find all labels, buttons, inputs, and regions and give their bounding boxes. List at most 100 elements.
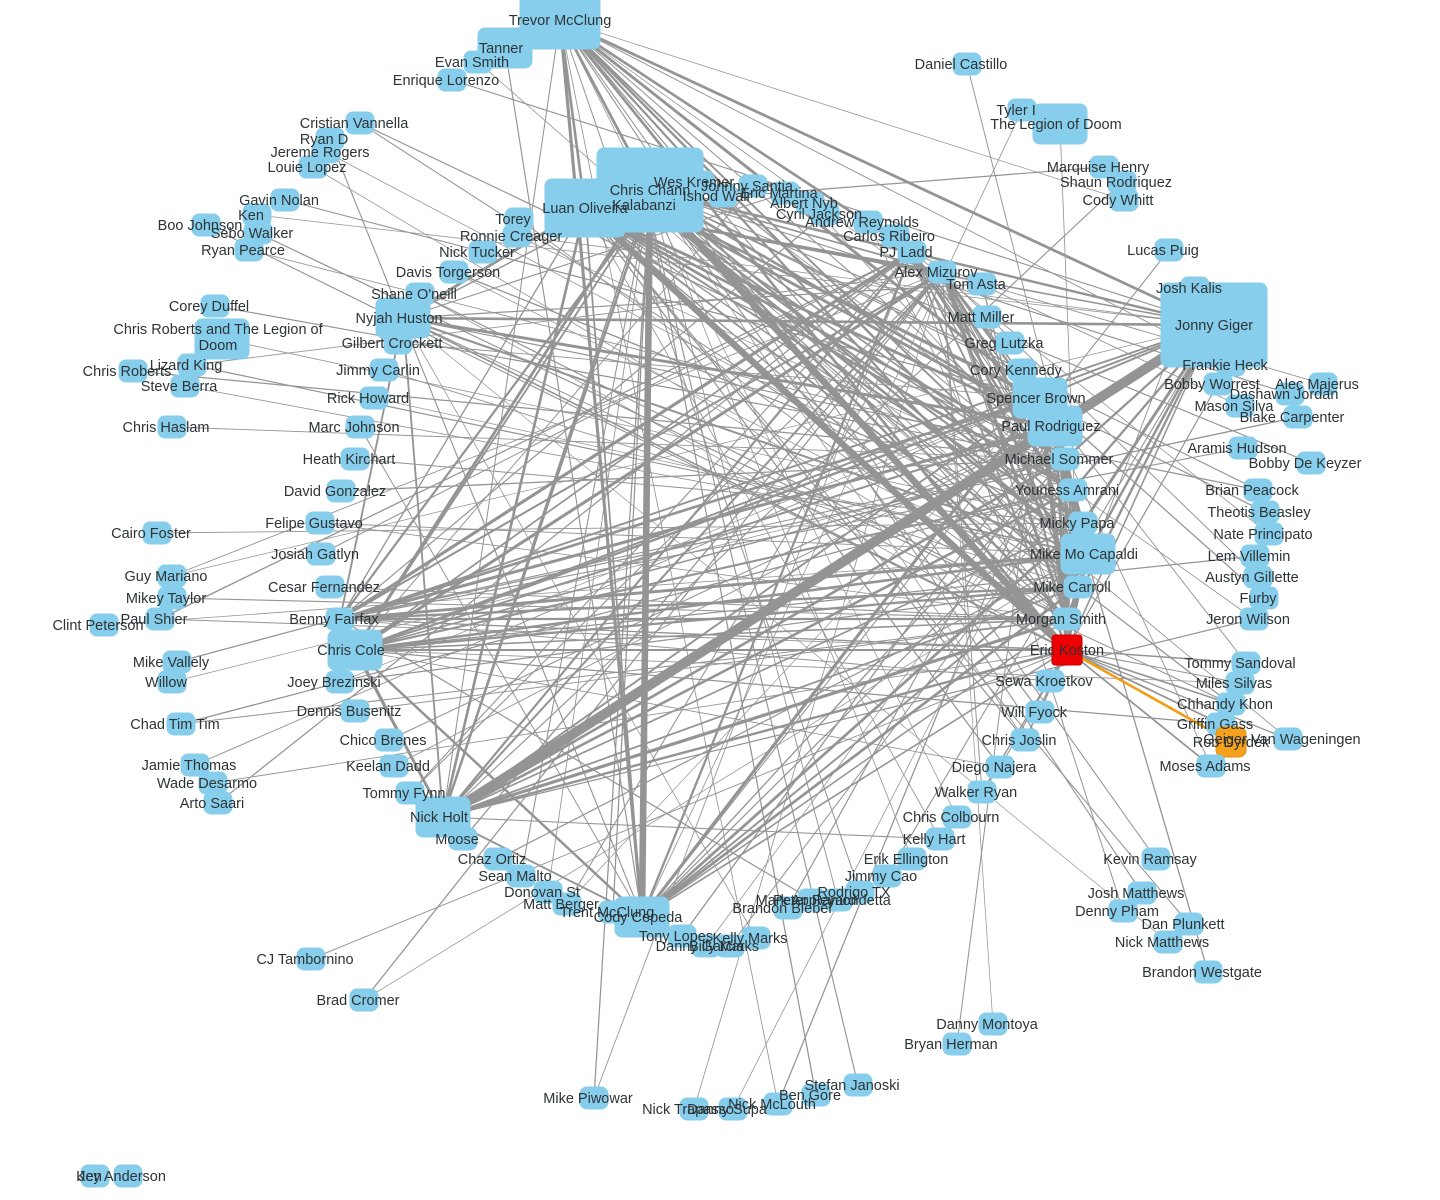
svg-text:Erik Ellington: Erik Ellington bbox=[864, 852, 949, 868]
svg-text:Will Fyock: Will Fyock bbox=[1001, 705, 1068, 721]
svg-text:Josiah Gatlyn: Josiah Gatlyn bbox=[271, 547, 359, 563]
svg-text:Aramis Hudson: Aramis Hudson bbox=[1187, 441, 1286, 457]
svg-text:Marquise Henry: Marquise Henry bbox=[1047, 160, 1150, 176]
svg-text:Josh Kalis: Josh Kalis bbox=[1156, 281, 1222, 297]
svg-text:Chhandy Khon: Chhandy Khon bbox=[1177, 697, 1273, 713]
svg-text:Jimmy Cao: Jimmy Cao bbox=[845, 869, 918, 885]
svg-text:Heath Kirchart: Heath Kirchart bbox=[303, 452, 396, 468]
svg-text:Torey: Torey bbox=[495, 212, 531, 228]
svg-text:Nick Holt: Nick Holt bbox=[410, 810, 468, 826]
svg-text:Walker Ryan: Walker Ryan bbox=[935, 785, 1017, 801]
svg-text:Austyn Gillette: Austyn Gillette bbox=[1205, 570, 1299, 586]
svg-text:Bryan Herman: Bryan Herman bbox=[904, 1037, 997, 1053]
svg-text:Miles Silvas: Miles Silvas bbox=[1196, 676, 1273, 692]
svg-text:Bobby De Keyzer: Bobby De Keyzer bbox=[1249, 456, 1362, 472]
svg-text:Evan Smith: Evan Smith bbox=[435, 55, 509, 71]
svg-text:Lizard King: Lizard King bbox=[150, 358, 223, 374]
svg-text:Benny Fairfax: Benny Fairfax bbox=[289, 612, 379, 628]
svg-text:Tommy Sandoval: Tommy Sandoval bbox=[1184, 656, 1295, 672]
svg-text:Blake Carpenter: Blake Carpenter bbox=[1240, 410, 1345, 426]
svg-text:Spencer Brown: Spencer Brown bbox=[986, 391, 1085, 407]
svg-text:Nate Principato: Nate Principato bbox=[1213, 527, 1312, 543]
svg-text:Jonny Giger: Jonny Giger bbox=[1175, 318, 1253, 334]
svg-text:PJ Ladd: PJ Ladd bbox=[879, 245, 932, 261]
svg-text:Micky Papa: Micky Papa bbox=[1040, 516, 1116, 532]
svg-text:Jimmy Carlin: Jimmy Carlin bbox=[336, 363, 420, 379]
svg-text:Doom: Doom bbox=[199, 338, 238, 354]
svg-text:Gavin Nolan: Gavin Nolan bbox=[239, 193, 319, 209]
svg-text:Eric Koston: Eric Koston bbox=[1030, 643, 1104, 659]
svg-text:Nick Matthews: Nick Matthews bbox=[1115, 935, 1209, 951]
svg-text:The Legion of Doom: The Legion of Doom bbox=[990, 117, 1121, 133]
svg-text:Shaun Rodriquez: Shaun Rodriquez bbox=[1060, 175, 1172, 191]
svg-text:Joey Brezinski: Joey Brezinski bbox=[287, 675, 380, 691]
svg-text:Corey Duffel: Corey Duffel bbox=[169, 299, 249, 315]
svg-text:David Gonzalez: David Gonzalez bbox=[284, 484, 386, 500]
svg-text:Jereme Rogers: Jereme Rogers bbox=[270, 145, 369, 161]
svg-text:Guy Mariano: Guy Mariano bbox=[124, 569, 207, 585]
svg-text:Sean Malto: Sean Malto bbox=[478, 869, 551, 885]
svg-text:Mike Carroll: Mike Carroll bbox=[1033, 580, 1110, 596]
svg-text:Diego Najera: Diego Najera bbox=[952, 760, 1038, 776]
svg-text:Ryan Pearce: Ryan Pearce bbox=[201, 243, 285, 259]
svg-text:Cristian Vannella: Cristian Vannella bbox=[300, 116, 409, 132]
svg-text:Griffin Gass: Griffin Gass bbox=[1177, 717, 1253, 733]
svg-text:Tom Asta: Tom Asta bbox=[946, 277, 1007, 293]
svg-text:Billy Marks: Billy Marks bbox=[689, 939, 759, 955]
svg-text:Mike Vallely: Mike Vallely bbox=[133, 655, 210, 671]
svg-text:Alec Majerus: Alec Majerus bbox=[1275, 377, 1359, 393]
svg-text:Danny Montoya: Danny Montoya bbox=[936, 1017, 1038, 1033]
svg-text:Brandon Biebel: Brandon Biebel bbox=[732, 901, 831, 917]
svg-text:Shane O'neill: Shane O'neill bbox=[371, 287, 457, 303]
svg-text:Dan Plunkett: Dan Plunkett bbox=[1141, 917, 1224, 933]
svg-text:Michael Sommer: Michael Sommer bbox=[1005, 452, 1114, 468]
svg-text:Daniel Castillo: Daniel Castillo bbox=[915, 57, 1008, 73]
svg-text:Moses Adams: Moses Adams bbox=[1159, 759, 1250, 775]
svg-text:Sewa Kroetkov: Sewa Kroetkov bbox=[995, 674, 1093, 690]
svg-text:Lem Villemin: Lem Villemin bbox=[1208, 549, 1291, 565]
svg-text:Chico Brenes: Chico Brenes bbox=[339, 733, 426, 749]
svg-text:Louie Lopez: Louie Lopez bbox=[267, 160, 346, 176]
svg-text:Sebo Walker: Sebo Walker bbox=[211, 226, 294, 242]
svg-text:Brad Cromer: Brad Cromer bbox=[317, 993, 400, 1009]
svg-text:Stefan Janoski: Stefan Janoski bbox=[804, 1078, 899, 1094]
svg-text:Chris Cole: Chris Cole bbox=[317, 643, 385, 659]
svg-text:Theotis Beasley: Theotis Beasley bbox=[1207, 505, 1311, 521]
svg-text:Enrique Lorenzo: Enrique Lorenzo bbox=[393, 73, 499, 89]
svg-text:Ronnie Creager: Ronnie Creager bbox=[460, 229, 563, 245]
svg-text:Rick Howard: Rick Howard bbox=[327, 391, 409, 407]
svg-text:Chris Joslin: Chris Joslin bbox=[982, 733, 1057, 749]
svg-text:Chaz Ortiz: Chaz Ortiz bbox=[458, 852, 527, 868]
svg-text:Kevin Ramsay: Kevin Ramsay bbox=[1103, 852, 1197, 868]
svg-text:Kalabanzi: Kalabanzi bbox=[612, 198, 676, 214]
svg-text:Cairo Foster: Cairo Foster bbox=[111, 526, 191, 542]
svg-text:Dennis Busenitz: Dennis Busenitz bbox=[297, 704, 402, 720]
svg-text:Marc Johnson: Marc Johnson bbox=[308, 420, 399, 436]
svg-text:Gilbert Crockett: Gilbert Crockett bbox=[342, 336, 443, 352]
svg-text:Jeron Wilson: Jeron Wilson bbox=[1206, 612, 1290, 628]
svg-text:Jamie Thomas: Jamie Thomas bbox=[142, 758, 237, 774]
svg-text:Tommy Fynn: Tommy Fynn bbox=[363, 786, 446, 802]
svg-text:Nyjah Huston: Nyjah Huston bbox=[355, 311, 442, 327]
svg-text:Cory Kennedy: Cory Kennedy bbox=[970, 363, 1063, 379]
svg-text:Lucas Puig: Lucas Puig bbox=[1127, 243, 1199, 259]
svg-text:Brian Peacock: Brian Peacock bbox=[1205, 483, 1299, 499]
svg-text:Keelan Dadd: Keelan Dadd bbox=[346, 759, 430, 775]
svg-text:Rob Dyrdek: Rob Dyrdek bbox=[1193, 735, 1270, 751]
svg-text:Matt Miller: Matt Miller bbox=[948, 310, 1015, 326]
svg-text:Chris Colbourn: Chris Colbourn bbox=[903, 810, 1000, 826]
svg-text:Furby: Furby bbox=[1239, 591, 1277, 607]
svg-text:Youness Amrani: Youness Amrani bbox=[1015, 483, 1119, 499]
svg-text:Cody Whitt: Cody Whitt bbox=[1083, 193, 1154, 209]
svg-text:Arto Saari: Arto Saari bbox=[180, 796, 244, 812]
svg-text:Davis Torgerson: Davis Torgerson bbox=[396, 265, 501, 281]
svg-text:Nick Tucker: Nick Tucker bbox=[439, 245, 515, 261]
svg-text:Frankie Heck: Frankie Heck bbox=[1182, 358, 1268, 374]
svg-text:Paul Rodriguez: Paul Rodriguez bbox=[1001, 419, 1100, 435]
svg-text:Felipe Gustavo: Felipe Gustavo bbox=[265, 516, 363, 532]
svg-text:Cody Cepeda: Cody Cepeda bbox=[594, 910, 684, 926]
svg-text:Mikey Taylor: Mikey Taylor bbox=[126, 591, 206, 607]
svg-text:Trevor McClung: Trevor McClung bbox=[509, 13, 612, 29]
svg-text:Carlos Ribeiro: Carlos Ribeiro bbox=[843, 229, 935, 245]
svg-text:Brandon Westgate: Brandon Westgate bbox=[1142, 965, 1262, 981]
